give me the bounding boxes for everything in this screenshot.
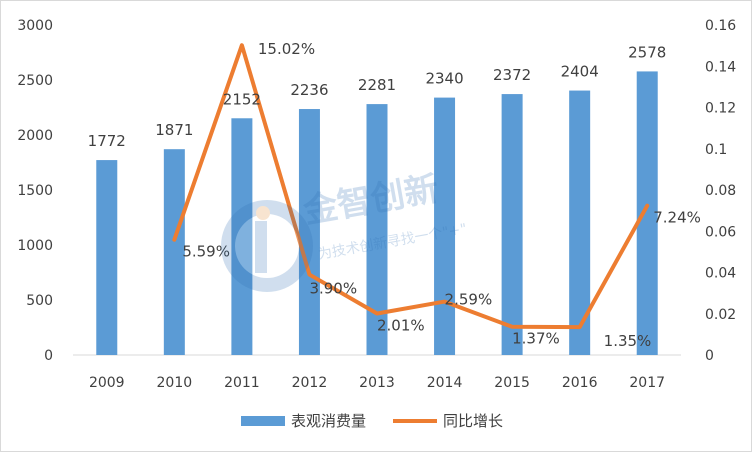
right-y-axis: 0 0.02 0.04 0.06 0.08 0.1 0.12 0.14 0.16 (705, 18, 736, 364)
bar (96, 160, 118, 355)
x-axis-tick-label: 2015 (494, 375, 530, 391)
bar (163, 149, 185, 355)
bar-data-label: 2281 (358, 76, 396, 94)
watermark: 金智创新 为技术创新寻找一个"+" (221, 169, 468, 292)
x-axis: 2009 2010 2011 2012 2013 2014 2015 2016 2017 (73, 354, 681, 391)
line-data-label: 2.01% (377, 317, 425, 335)
right-axis-tick-label: 0 (705, 348, 714, 364)
bar-data-labels: 1772 1871 2152 2236 2281 2340 2372 2404 2578 (88, 43, 667, 150)
bar (569, 90, 591, 355)
x-axis-tick-label: 2016 (562, 375, 598, 391)
line-data-label: 1.37% (512, 330, 560, 348)
right-axis-tick-label: 0.1 (705, 142, 727, 158)
legend-label-bar: 表观消费量 (291, 412, 366, 430)
watermark-logo-icon (221, 200, 313, 292)
left-axis-tick-label: 2000 (17, 128, 53, 144)
x-axis-tick-label: 2012 (292, 375, 328, 391)
right-axis-tick-label: 0.02 (705, 307, 736, 323)
right-axis-tick-label: 0.04 (705, 266, 736, 282)
line-data-labels: 5.59% 15.02% 3.90% 2.01% 2.59% 1.37% 1.35% 7.24… (182, 40, 701, 350)
left-axis-tick-label: 500 (26, 293, 53, 309)
left-axis-tick-label: 1500 (17, 183, 53, 199)
bar-data-label: 2372 (493, 66, 531, 84)
left-axis-tick-label: 2500 (17, 73, 53, 89)
bar-data-label: 2340 (425, 70, 463, 88)
right-axis-tick-label: 0.14 (705, 59, 736, 75)
bar-data-label: 1871 (155, 121, 193, 139)
line-series (172, 43, 650, 330)
growth-line (172, 43, 650, 330)
bar (434, 97, 456, 355)
bar-series (96, 71, 658, 356)
legend-swatch-bar (241, 416, 285, 426)
bar (636, 71, 658, 356)
legend-label-line: 同比增长 (443, 412, 503, 430)
right-axis-tick-label: 0.06 (705, 224, 736, 240)
x-axis-tick-label: 2013 (359, 375, 395, 391)
bar (501, 94, 523, 355)
x-axis-tick-label: 2009 (89, 375, 125, 391)
x-axis-tick-label: 2011 (224, 375, 260, 391)
line-data-label: 3.90% (309, 280, 357, 298)
right-axis-tick-label: 0.12 (705, 101, 736, 117)
legend: 表观消费量 同比增长 (241, 412, 503, 430)
line-data-label: 7.24% (653, 209, 701, 227)
x-axis-tick-label: 2014 (427, 375, 463, 391)
bar-data-label: 2152 (223, 90, 261, 108)
bar-data-label: 2404 (561, 63, 599, 81)
bar (298, 109, 320, 355)
line-data-label: 1.35% (604, 332, 652, 350)
bar-data-label: 2578 (628, 43, 666, 61)
left-y-axis: 0 500 1000 1500 2000 2500 3000 (17, 18, 53, 364)
x-axis-tick-label: 2017 (629, 375, 665, 391)
right-axis-tick-label: 0.16 (705, 18, 736, 34)
left-axis-tick-label: 1000 (17, 238, 53, 254)
line-data-label: 15.02% (258, 40, 315, 58)
x-axis-tick-label: 2010 (157, 375, 193, 391)
bar-data-label: 1772 (88, 132, 126, 150)
right-axis-tick-label: 0.08 (705, 183, 736, 199)
left-axis-tick-label: 0 (44, 348, 53, 364)
line-data-label: 5.59% (182, 243, 230, 261)
bar (231, 118, 253, 355)
bar-data-label: 2236 (290, 81, 328, 99)
left-axis-tick-label: 3000 (17, 18, 53, 34)
bar (366, 104, 388, 355)
line-data-label: 2.59% (445, 291, 493, 309)
